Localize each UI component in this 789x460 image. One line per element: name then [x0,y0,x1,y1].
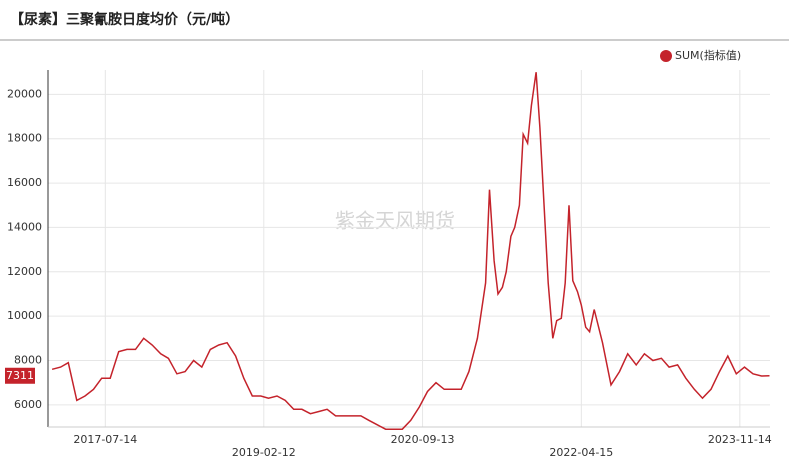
y-tick-label: 16000 [7,176,42,189]
y-tick-label: 10000 [7,309,42,322]
legend-label: SUM(指标值) [675,48,741,62]
x-tick-label: 2019-02-12 [232,446,296,459]
y-tick-label: 8000 [14,353,42,366]
y-tick-label: 20000 [7,87,42,100]
watermark: 紫金天风期货 [335,209,455,233]
y-tick-label: 6000 [14,398,42,411]
y-tick-label: 18000 [7,132,42,145]
chart-title: 【尿素】三聚氰胺日度均价（元/吨） [10,11,239,28]
x-tick-label: 2022-04-15 [549,446,613,459]
last-value-label: 7311 [6,369,34,382]
legend-marker [660,50,672,62]
y-tick-label: 14000 [7,220,42,233]
data-line [51,72,770,430]
x-tick-label: 2023-11-14 [708,433,772,446]
y-tick-label: 12000 [7,265,42,278]
x-tick-label: 2017-07-14 [73,433,137,446]
x-tick-label: 2020-09-13 [391,433,455,446]
last-value-box [5,367,35,384]
